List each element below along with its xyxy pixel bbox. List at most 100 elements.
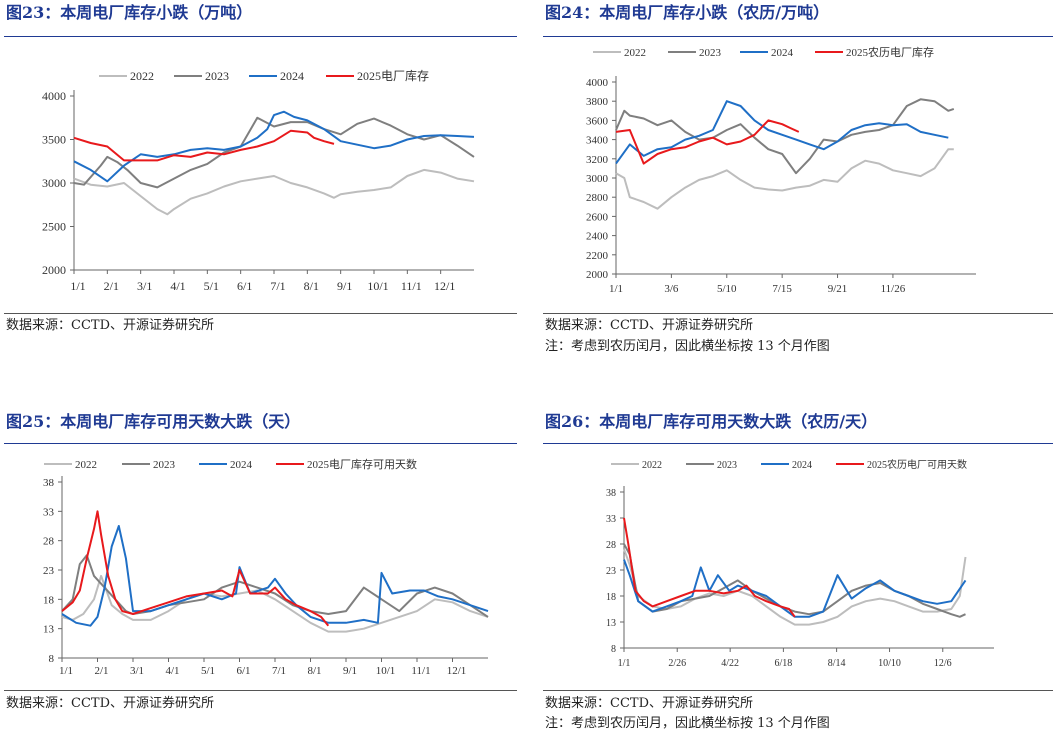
y-tick-label: 2000	[586, 269, 609, 281]
legend-label: 2024	[792, 460, 812, 471]
chart-title: 图26：本周电厂库存可用天数大跌（农历/天）	[545, 412, 878, 431]
series-line-2022	[615, 148, 954, 210]
legend-label: 2022	[624, 47, 646, 59]
series-line-2025农历电厂可用天数	[623, 517, 796, 618]
legend-label: 2024	[280, 69, 304, 83]
y-tick-label: 33	[606, 514, 616, 525]
x-tick-label: 12/1	[434, 279, 455, 293]
source-text: 数据来源：CCTD、开源证券研究所	[6, 318, 214, 333]
x-tick-label: 2/1	[104, 279, 119, 293]
x-tick-label: 10/10	[878, 658, 901, 669]
chart-title: 图25：本周电厂库存可用天数大跌（天）	[6, 412, 301, 431]
legend-label: 2024	[771, 47, 794, 59]
y-tick-label: 23	[43, 565, 55, 577]
series-line-2023	[61, 554, 489, 618]
y-tick-label: 4000	[586, 77, 609, 89]
title-rule	[543, 443, 1053, 444]
series-line-2025电厂库存可用天数	[61, 510, 330, 627]
x-tick-label: 10/1	[367, 279, 388, 293]
source-text: 数据来源：CCTD、开源证券研究所	[6, 696, 214, 711]
series-line-2025电厂库存	[73, 129, 335, 162]
y-tick-label: 2600	[586, 211, 609, 223]
x-tick-label: 6/1	[237, 279, 252, 293]
x-tick-label: 1/1	[609, 283, 623, 295]
series-line-2022	[61, 574, 489, 633]
y-tick-label: 38	[43, 477, 55, 489]
x-tick-label: 1/1	[70, 279, 85, 293]
x-tick-label: 1/1	[618, 658, 631, 669]
legend-label: 2025农历电厂可用天数	[867, 458, 967, 471]
chart-title: 图24：本周电厂库存小跌（农历/万吨）	[545, 3, 830, 22]
y-tick-label: 2500	[42, 220, 66, 234]
x-tick-label: 5/1	[204, 279, 219, 293]
y-tick-label: 13	[606, 618, 616, 629]
y-tick-label: 3000	[42, 176, 66, 190]
chart-panel-24: 2022 2023 2024 2025农历电厂库存 4000 3800 3600 3400 32…	[586, 45, 976, 295]
x-tick-label: 3/1	[130, 665, 144, 677]
x-tick-label: 9/1	[343, 665, 357, 677]
series-line-2022	[623, 548, 967, 626]
y-tick-label: 33	[43, 506, 55, 518]
x-tick-label: 4/1	[165, 665, 179, 677]
legend-label: 2025电厂库存可用天数	[307, 457, 417, 471]
series-line-2024	[61, 525, 489, 627]
x-tick-label: 6/18	[774, 658, 792, 669]
x-tick-label: 3/6	[664, 283, 679, 295]
x-tick-label: 6/1	[236, 665, 250, 677]
y-tick-label: 3500	[42, 133, 66, 147]
series-line-2024	[73, 110, 475, 183]
y-tick-label: 3600	[586, 115, 609, 127]
series-line-2025农历电厂库存	[615, 119, 800, 165]
x-tick-label: 8/1	[307, 665, 321, 677]
x-tick-label: 5/10	[717, 283, 737, 295]
legend-label: 2022	[130, 69, 154, 83]
footnote-text: 注：考虑到农历闰月，因此横坐标按 13 个月作图	[545, 339, 830, 354]
series-line-2024	[623, 559, 967, 618]
x-tick-label: 8/1	[304, 279, 319, 293]
y-tick-label: 8	[49, 653, 55, 665]
x-tick-label: 9/1	[337, 279, 352, 293]
chart-panel-25: 2022 2023 2024 2025电厂库存可用天数 38 33 28 23 18 13 8 1/1…	[43, 457, 489, 677]
title-rule	[543, 36, 1053, 37]
y-tick-label: 2400	[586, 231, 609, 243]
x-tick-label: 4/22	[721, 658, 739, 669]
x-tick-label: 4/1	[170, 279, 185, 293]
y-tick-label: 28	[43, 536, 55, 548]
y-tick-label: 8	[611, 644, 616, 655]
x-tick-label: 5/1	[201, 665, 215, 677]
y-tick-label: 2000	[42, 263, 66, 277]
y-tick-label: 4000	[42, 89, 66, 103]
legend-label: 2025电厂库存	[357, 68, 429, 83]
series-line-2023	[615, 98, 955, 175]
x-tick-label: 7/1	[272, 665, 286, 677]
source-rule	[543, 690, 1053, 691]
legend-label: 2023	[205, 69, 229, 83]
y-tick-label: 28	[606, 540, 616, 551]
y-tick-label: 2800	[586, 192, 609, 204]
chart-title: 图23：本周电厂库存小跌（万吨）	[6, 3, 253, 22]
series-line-2023	[623, 543, 966, 618]
legend-label: 2022	[642, 460, 662, 471]
x-tick-label: 7/15	[772, 283, 792, 295]
legend-label: 2025农历电厂库存	[846, 45, 934, 59]
x-tick-label: 12/1	[447, 665, 467, 677]
source-text: 数据来源：CCTD、开源证券研究所	[545, 696, 753, 711]
title-rule	[4, 443, 517, 444]
x-tick-label: 1/1	[59, 665, 73, 677]
x-tick-label: 12/6	[934, 658, 952, 669]
y-tick-label: 18	[606, 592, 616, 603]
x-tick-label: 10/1	[376, 665, 396, 677]
x-tick-label: 11/1	[411, 665, 430, 677]
footnote-text: 注：考虑到农历闰月，因此横坐标按 13 个月作图	[545, 716, 830, 730]
source-text: 数据来源：CCTD、开源证券研究所	[545, 318, 753, 333]
y-tick-label: 38	[606, 488, 616, 499]
title-rule	[4, 36, 517, 37]
x-tick-label: 2/1	[94, 665, 108, 677]
x-tick-label: 11/1	[401, 279, 422, 293]
x-tick-label: 9/21	[828, 283, 848, 295]
y-tick-label: 18	[43, 594, 55, 606]
legend-label: 2023	[153, 459, 176, 471]
series-line-2022	[73, 168, 475, 216]
y-tick-label: 2200	[586, 250, 609, 262]
legend-label: 2022	[75, 459, 97, 471]
